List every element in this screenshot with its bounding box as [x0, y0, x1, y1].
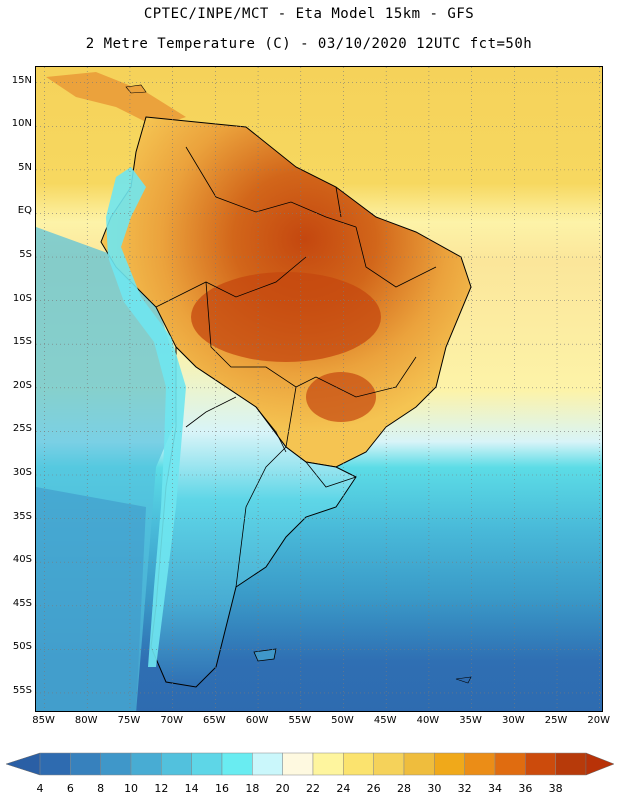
- longitude-tick-label: 20W: [587, 715, 611, 726]
- andes-cool-strip: [106, 167, 186, 667]
- longitude-tick-label: 50W: [331, 715, 354, 726]
- colorbar-tick-label: 10: [124, 782, 138, 795]
- colorbar-tick-label: 32: [457, 782, 472, 795]
- colorbar-tick-label: 18: [245, 782, 260, 795]
- falkland-islands: [253, 648, 277, 662]
- colorbar-swatch: [343, 752, 374, 776]
- colorbar-tick-label: 30: [427, 782, 442, 795]
- colorbar-swatch: [403, 752, 435, 776]
- colorbar-tick-label: 26: [366, 782, 381, 795]
- hot-core-region: [191, 272, 381, 362]
- colorbar-tick-label: 28: [397, 782, 411, 795]
- latitude-tick-label: 5S: [19, 249, 32, 261]
- longitude-tick-label: 65W: [203, 715, 226, 726]
- latitude-tick-label: 55S: [12, 684, 32, 696]
- map-panel: [35, 66, 603, 712]
- graticule: [36, 67, 602, 711]
- colorbar-tick-label: 36: [518, 782, 533, 795]
- colorbar-low-extend-arrow: [5, 752, 41, 776]
- colorbar-swatch: [312, 752, 344, 776]
- colorbar-swatch: [39, 752, 71, 776]
- latitude-tick-label: 15N: [11, 74, 32, 86]
- colorbar-swatch: [221, 752, 253, 776]
- temperature-colorbar: [5, 752, 615, 776]
- south-georgia-island: [455, 676, 472, 684]
- latitude-tick-label: 50S: [12, 641, 32, 653]
- longitude-tick-label: 85W: [32, 715, 55, 726]
- colorbar-tick-label: 38: [548, 782, 563, 795]
- central-america-land: [46, 72, 186, 127]
- latitude-tick-label: 40S: [12, 554, 32, 566]
- longitude-tick-label: 70W: [160, 715, 183, 726]
- colorbar-swatch: [100, 752, 132, 776]
- latitude-tick-label: 45S: [12, 597, 32, 609]
- colorbar-tick-label: 6: [66, 782, 74, 795]
- colorbar-swatch: [464, 752, 496, 776]
- colorbar-swatch: [555, 752, 587, 776]
- colorbar-swatch: [70, 752, 101, 776]
- longitude-tick-label: 75W: [117, 715, 141, 726]
- colorbar-swatch: [252, 752, 283, 776]
- caribbean-island: [125, 84, 147, 94]
- latitude-tick-label: 5N: [18, 161, 32, 173]
- longitude-tick-label: 30W: [502, 715, 525, 726]
- longitude-tick-label: 40W: [416, 715, 440, 726]
- longitude-tick-label: 60W: [245, 715, 269, 726]
- colorbar-tick-label: 20: [275, 782, 290, 795]
- colorbar-swatch: [130, 752, 162, 776]
- colorbar-tick-label: 4: [36, 782, 44, 795]
- colorbar-tick-label: 22: [306, 782, 320, 795]
- colorbar-swatch: [373, 752, 405, 776]
- colorbar-swatch: [434, 752, 465, 776]
- longitude-tick-label: 55W: [288, 715, 312, 726]
- colorbar-swatch: [161, 752, 192, 776]
- longitude-tick-label: 35W: [459, 715, 482, 726]
- longitude-tick-label: 80W: [74, 715, 98, 726]
- colorbar-tick-label: 14: [184, 782, 199, 795]
- colorbar-tick-label: 24: [336, 782, 351, 795]
- colorbar-tick-label: 34: [488, 782, 502, 795]
- chart-title-model: CPTEC/INPE/MCT - Eta Model 15km - GFS: [143, 6, 475, 22]
- colorbar-swatch: [494, 752, 526, 776]
- latitude-tick-label: 10S: [12, 292, 32, 304]
- latitude-tick-label: 30S: [12, 467, 32, 478]
- pacific-cold-zone: [36, 487, 146, 711]
- latitude-tick-label: 20S: [12, 379, 32, 391]
- longitude-tick-label: 45W: [373, 715, 397, 726]
- longitude-tick-label: 25W: [544, 715, 568, 726]
- latitude-tick-label: 10N: [11, 118, 32, 130]
- latitude-tick-label: EQ: [17, 205, 32, 217]
- colorbar-tick-label: 16: [215, 782, 229, 795]
- latitude-tick-label: 25S: [12, 423, 32, 435]
- country-borders: [155, 146, 437, 588]
- colorbar-swatch: [191, 752, 223, 776]
- chart-title-variable: 2 Metre Temperature (C) - 03/10/2020 12U…: [85, 36, 533, 52]
- latitude-tick-label: 15S: [12, 336, 32, 348]
- colorbar-tick-label: 12: [154, 782, 169, 795]
- colorbar-tick-label: 8: [97, 782, 105, 795]
- temperature-map: [36, 67, 602, 711]
- latitude-tick-label: 35S: [12, 510, 32, 522]
- hot-core-south: [306, 372, 376, 422]
- colorbar-swatch: [282, 752, 314, 776]
- colorbar-swatch: [525, 752, 556, 776]
- colorbar-high-extend-arrow: [585, 752, 615, 776]
